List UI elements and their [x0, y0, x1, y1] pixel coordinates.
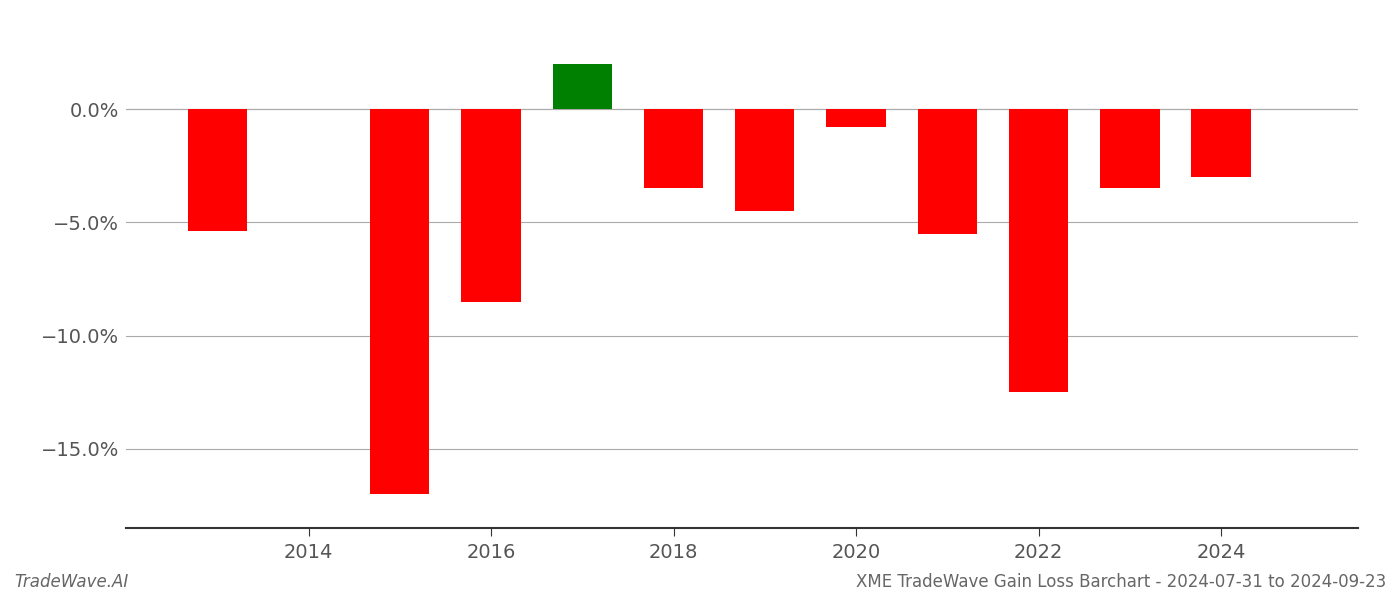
- Bar: [917, 109, 977, 234]
- Bar: [826, 109, 886, 127]
- Bar: [644, 109, 703, 188]
- Bar: [462, 109, 521, 302]
- Bar: [1100, 109, 1159, 188]
- Bar: [735, 109, 794, 211]
- Bar: [553, 64, 612, 109]
- Bar: [1191, 109, 1250, 177]
- Bar: [370, 109, 430, 494]
- Bar: [188, 109, 246, 232]
- Text: XME TradeWave Gain Loss Barchart - 2024-07-31 to 2024-09-23: XME TradeWave Gain Loss Barchart - 2024-…: [855, 573, 1386, 591]
- Bar: [1009, 109, 1068, 392]
- Text: TradeWave.AI: TradeWave.AI: [14, 573, 129, 591]
